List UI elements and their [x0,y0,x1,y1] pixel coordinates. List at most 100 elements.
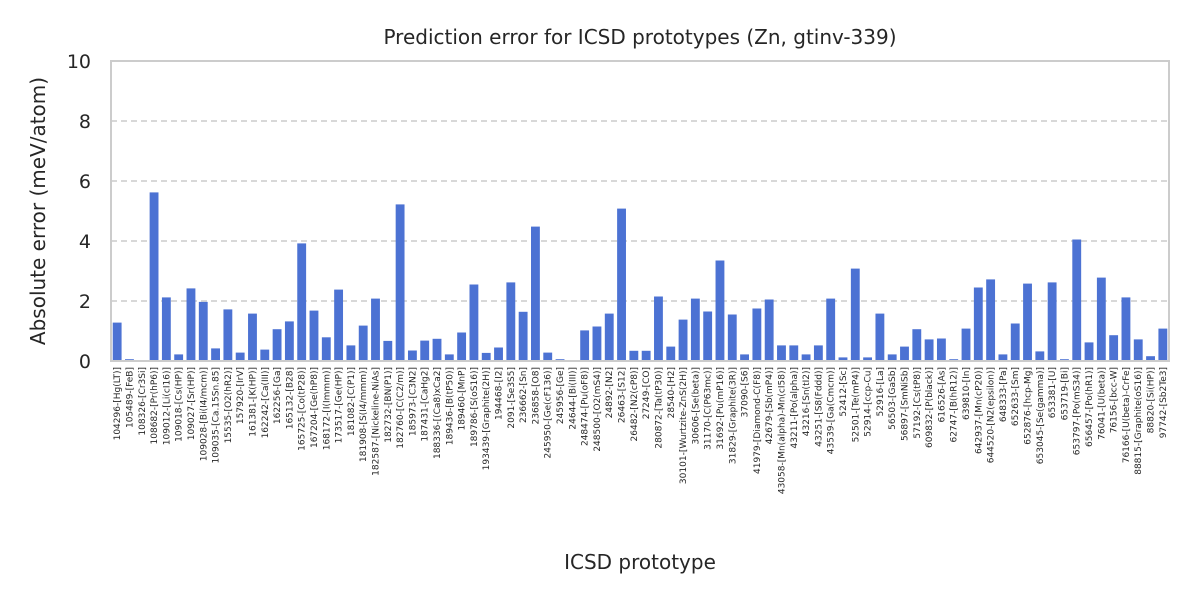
y-tick-label: 6 [79,171,91,193]
bar [580,330,590,361]
bar [592,326,602,361]
bar [432,338,442,361]
bar [973,287,983,361]
x-tick-label: 653797-[Po(mS34)] [1073,367,1083,455]
bar [1133,339,1143,361]
bar [703,311,713,361]
x-tick-label: 194468-[I2] [495,367,505,420]
bar [900,346,909,361]
x-tick-label: 187431-[CaHg2] [421,367,431,442]
bar [740,354,749,361]
x-tick-label: 168172-[I(Immm)] [322,367,332,450]
bar [789,345,799,361]
x-tick-label: 88815-[Graphite(oS16)] [1134,367,1144,475]
bar [1084,342,1094,361]
bar [801,354,811,361]
x-tick-label: 37090-[S6] [741,367,751,417]
x-tick-label: 182732-[BN(P1)] [384,367,394,443]
bar [1109,335,1119,361]
x-tick-label: 62747-[B(hR12)] [950,367,960,443]
x-tick-label: 109012-[Li(cI16)] [162,367,172,445]
bar [457,332,467,361]
x-tick-label: 182587-[Nickeline-NiAs] [372,367,382,476]
x-tick-label: 181082-[C(P1)] [347,367,357,436]
bar [334,289,344,361]
x-tick-label: 52916-[La] [876,367,886,416]
x-tick-label: 105489-[FeB] [125,367,135,428]
x-tick-label: 57192-[Cs(tP8)] [913,367,923,439]
x-tick-label: 56897-[SmNiSb] [901,367,911,441]
x-tick-label: 43539-[Ga(Cmcm)] [827,367,837,454]
x-tick-label: 52501-[Te(mP4)] [851,367,861,442]
bar [998,354,1008,361]
x-tick-label: 173517-[Ge(HP)] [335,367,345,443]
x-tick-label: 193439-[Graphite(2H)] [482,367,492,470]
plot-background [111,61,1169,361]
x-tick-label: 108326-[Cr3Si] [138,367,148,436]
x-tick-label: 108682-[Pr(hP6)] [150,367,160,444]
y-tick-labels: 0 2 4 6 8 10 [67,51,91,373]
bars [112,192,1168,361]
bar [1096,277,1106,361]
bar [641,350,651,361]
bar [420,340,430,361]
bar [223,309,233,361]
x-tick-label: 161381-[K(HP)] [248,367,258,437]
x-tick-label: 24644-[Bi(III)] [568,367,578,430]
x-tick-label: 648333-[Pa] [999,367,1009,422]
bar [469,284,479,361]
x-tick-label: 653719-[Bi] [1060,367,1070,420]
bar [198,301,208,361]
bar [654,296,663,361]
bar [444,354,454,361]
x-tick-label: 76156-[bcc-W] [1110,367,1120,433]
x-tick-label: 165132-[B28] [285,367,295,429]
bar [1072,239,1082,361]
x-tick-label: 639810-[In] [962,367,972,420]
bar [752,308,762,361]
bar [346,345,356,361]
bar [826,298,836,361]
x-tick-label: 28540-[H2] [667,367,677,418]
x-tick-labels: 104296-[Hg(LT)] 105489-[FeB] 108326-[Cr3Si… [113,367,1169,494]
bar [863,357,873,361]
plot-frame [110,60,1170,362]
x-tick-label: 43058-[Mn(alpha)-Mn(cI58)] [777,367,787,494]
x-tick-label: 56503-[GaSb] [888,367,898,430]
y-tick-label: 4 [79,231,91,253]
x-tick-label: 165725-[Co(tP28)] [298,367,308,451]
bar [690,298,700,361]
bar [211,348,220,361]
x-tick-label: 26463-[S12] [618,367,628,423]
bar [1035,351,1045,361]
x-tick-label: 31170-[C(P63mc)] [704,367,714,450]
x-tick-label: 181908-[S(I4/mmm)] [359,367,369,462]
bar [174,354,184,361]
y-tick-label: 8 [79,111,91,133]
x-tick-label: 2091-[Se3S5] [507,367,517,429]
x-tick-label: 109027-[Sr(HP)] [187,367,197,440]
bar [260,349,270,361]
bar [727,314,737,361]
x-tick-label: 52412-[Sc] [839,367,849,417]
bar [986,279,996,361]
bar [284,321,294,361]
x-tick-label: 76166-[U(beta)-CrFe] [1122,367,1132,463]
x-tick-label: 162242-[Ca(III)] [261,367,271,438]
bar [1121,297,1131,361]
x-tick-label: 109035-[Ca.15Sn.85] [212,367,222,463]
bar [1146,356,1155,361]
bar [936,338,946,361]
x-tick-label: 76041-[U(beta)] [1097,367,1107,440]
bar [1010,323,1020,361]
bar [383,340,393,361]
bar [850,268,860,361]
y-tick-label: 10 [67,51,91,73]
x-tick-label: 104296-[Hg(LT)] [113,367,123,440]
x-tick-label: 653381-[U] [1048,367,1058,418]
bar [617,208,626,361]
x-tick-label: 26482-[N2(cP8)] [630,367,640,441]
x-tick-label: 652633-[Sm] [1011,367,1021,426]
x-tick-label: 656457-[Po(hR1)] [1085,367,1095,447]
chart-title: Prediction error for ICSD prototypes (Zn… [383,25,896,49]
